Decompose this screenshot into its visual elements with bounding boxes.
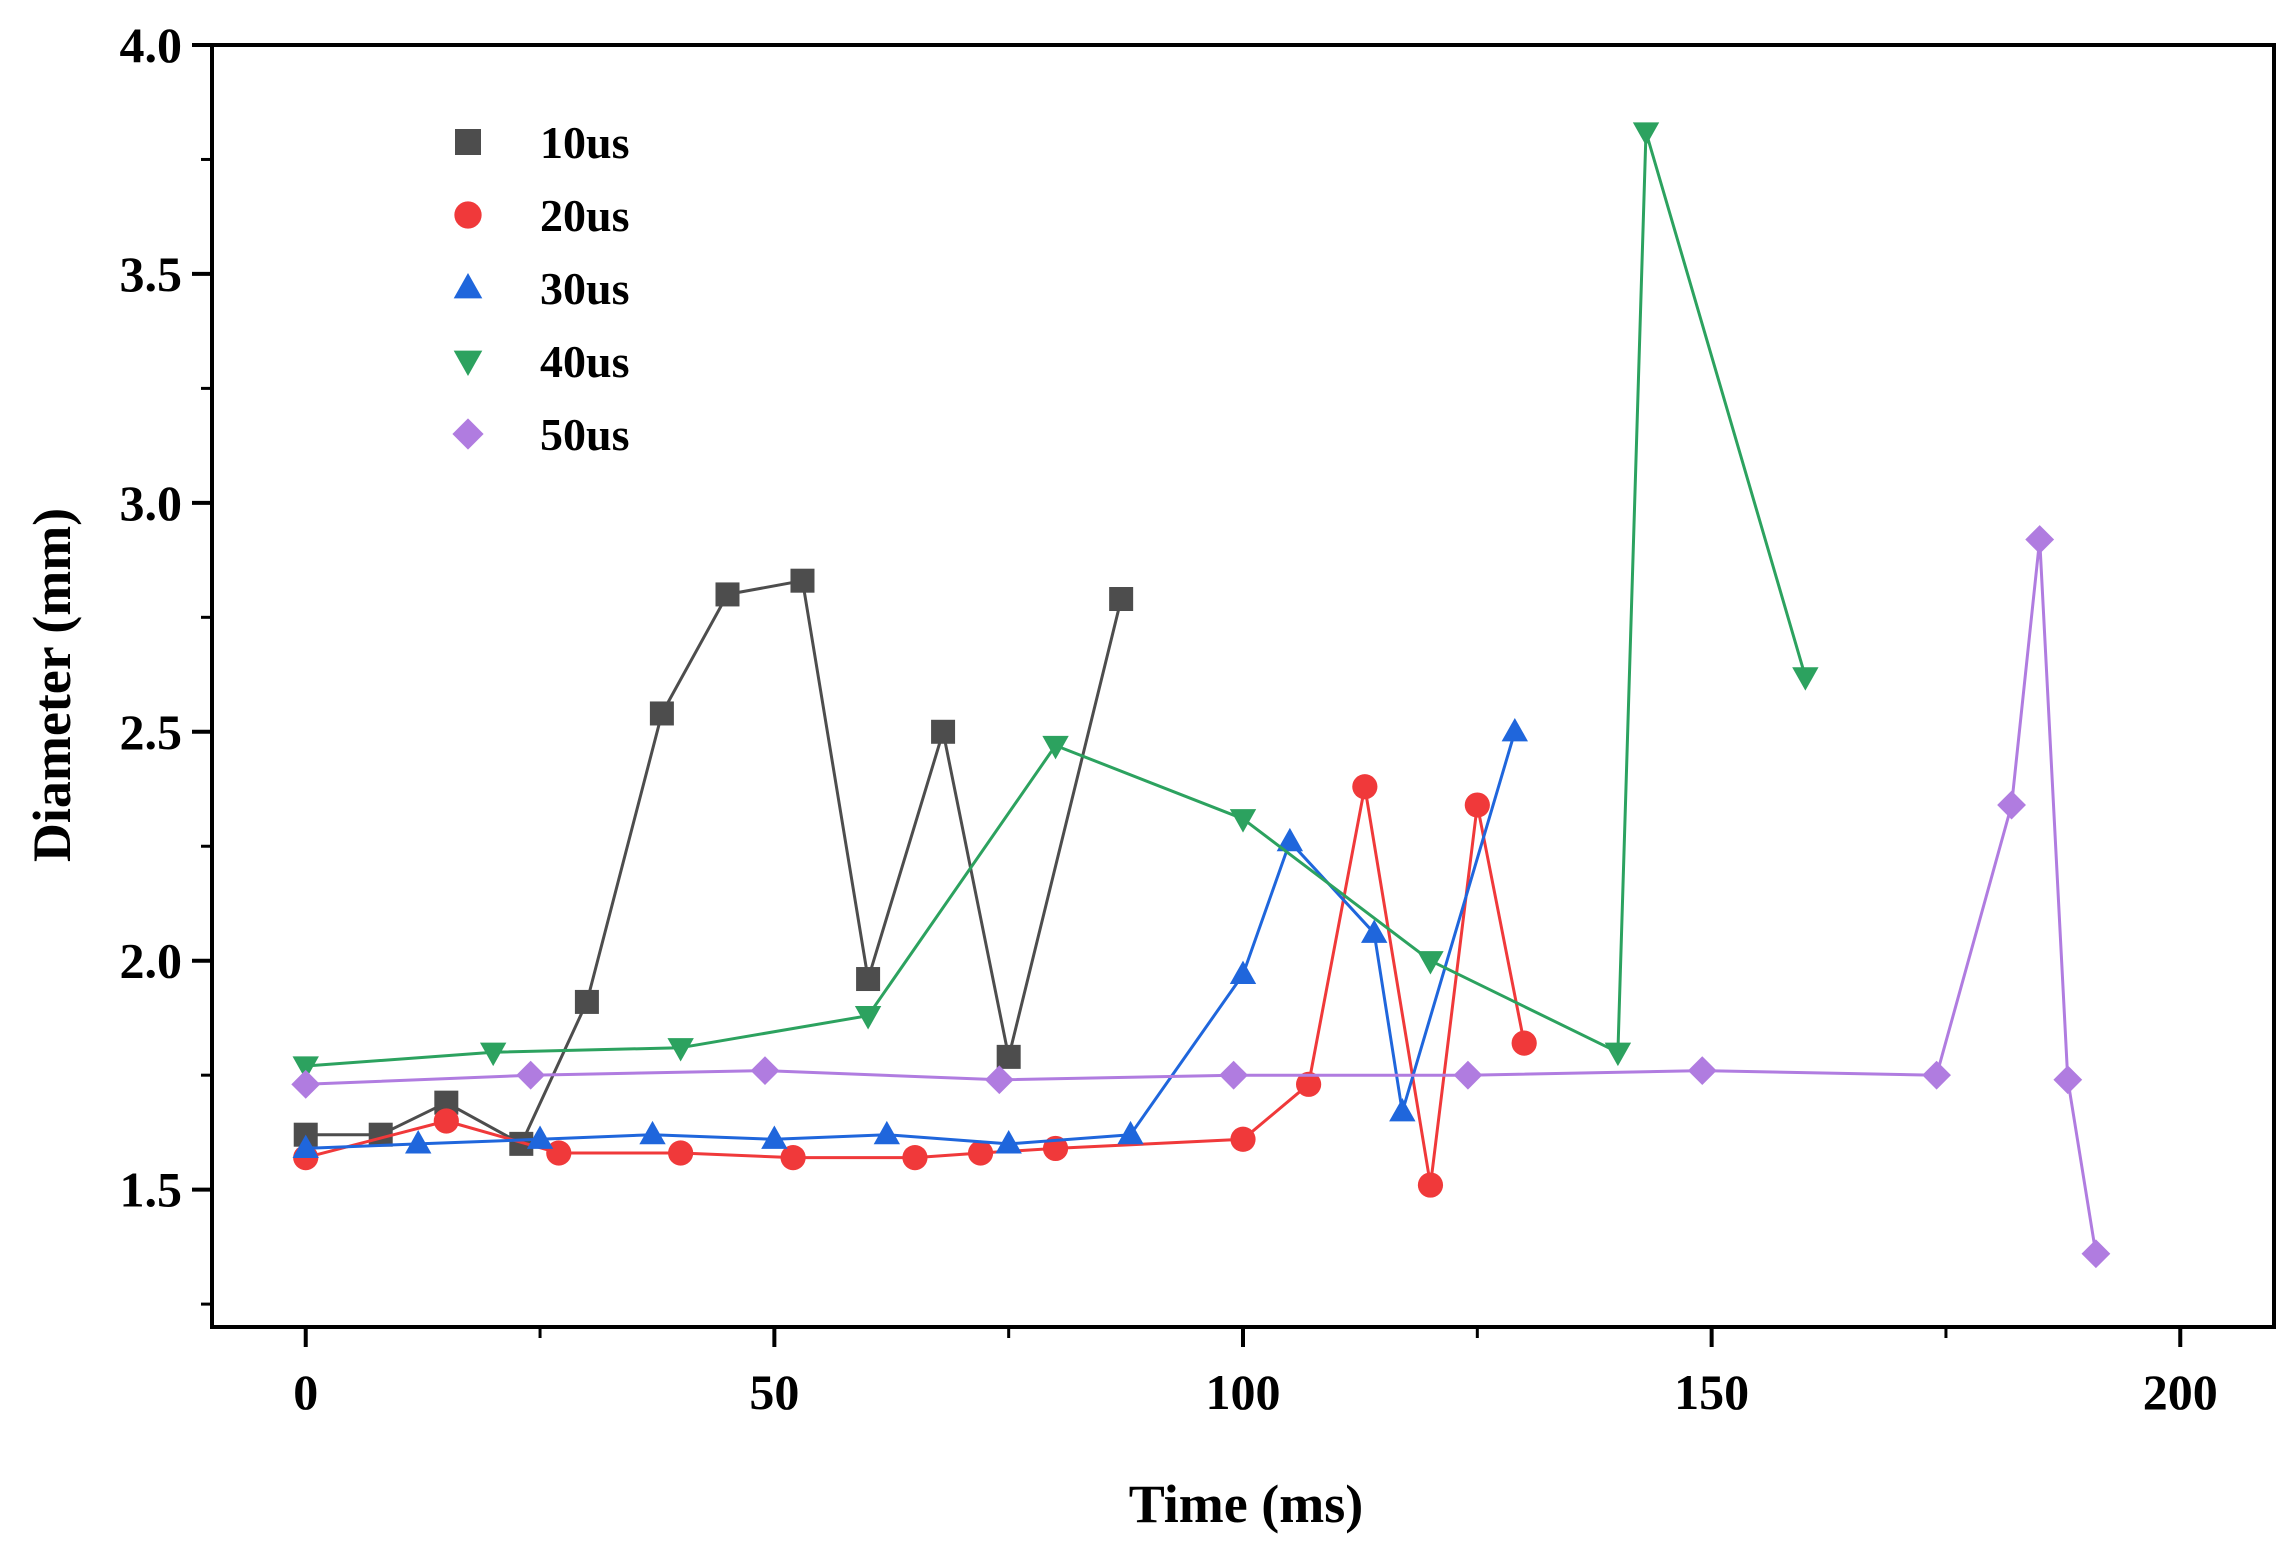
series-line-30us (305, 731, 1517, 1150)
data-point-50us-4 (1219, 1060, 1249, 1090)
series-layer (291, 122, 2111, 1269)
data-point-30us-6 (995, 1130, 1022, 1154)
series-20us (293, 774, 1537, 1198)
y-tick-label-4.0: 4.0 (120, 17, 183, 73)
data-point-50us-11 (2081, 1239, 2111, 1269)
x-tick-label-0: 0 (293, 1364, 318, 1420)
legend-marker-40us (453, 350, 483, 376)
data-point-50us-2 (750, 1056, 780, 1085)
data-point-10us-7 (790, 568, 815, 593)
data-point-50us-8 (1997, 790, 2026, 820)
legend-label-20us: 20us (540, 190, 629, 241)
data-point-50us-7 (1922, 1060, 1951, 1090)
series-line-40us (305, 130, 1807, 1068)
data-point-30us-11 (1389, 1098, 1416, 1122)
data-point-40us-6 (1417, 951, 1444, 975)
data-point-40us-8 (1632, 122, 1660, 146)
data-point-40us-4 (1042, 735, 1069, 760)
series-line-50us (305, 538, 2098, 1254)
x-tick-label-50: 50 (749, 1364, 799, 1420)
data-point-30us-4 (761, 1125, 788, 1149)
legend-label-40us: 40us (540, 336, 629, 387)
series-40us (292, 122, 1819, 1080)
data-point-10us-11 (1109, 587, 1134, 612)
data-point-10us-9 (931, 719, 956, 744)
data-point-20us-6 (967, 1140, 994, 1166)
series-10us (293, 568, 1134, 1156)
data-point-50us-1 (516, 1060, 546, 1090)
data-point-50us-0 (291, 1069, 321, 1099)
data-point-40us-1 (479, 1042, 507, 1067)
data-point-20us-3 (668, 1140, 694, 1166)
y-tick-label-1.5: 1.5 (120, 1162, 183, 1218)
data-point-20us-2 (546, 1140, 572, 1166)
data-point-30us-2 (526, 1125, 554, 1149)
y-tick-label-3.0: 3.0 (120, 475, 183, 531)
data-point-10us-5 (649, 701, 674, 726)
data-point-40us-0 (292, 1056, 319, 1080)
y-tick-label-2.5: 2.5 (120, 704, 183, 760)
data-point-50us-5 (1453, 1060, 1483, 1090)
data-point-30us-10 (1361, 919, 1388, 943)
x-tick-label-150: 150 (1674, 1364, 1749, 1420)
series-50us (291, 525, 2111, 1269)
axes-layer: 0 50 100 150 200 1.5 2.0 2.5 3.0 3.5 4.0 (120, 17, 2276, 1420)
data-point-50us-6 (1687, 1056, 1717, 1085)
data-point-20us-8 (1230, 1126, 1256, 1152)
data-point-40us-5 (1229, 809, 1257, 833)
x-axis-title: Time (ms) (1129, 1474, 1363, 1534)
data-point-30us-5 (873, 1120, 901, 1145)
data-point-50us-10 (2053, 1065, 2083, 1095)
legend-marker-30us (453, 273, 483, 299)
legend-label-10us: 10us (540, 117, 629, 168)
data-point-30us-7 (1117, 1120, 1144, 1145)
data-point-10us-4 (574, 989, 599, 1014)
data-point-30us-0 (292, 1134, 319, 1159)
data-point-10us-8 (856, 967, 881, 992)
data-point-50us-3 (984, 1065, 1014, 1095)
legend-label-50us: 50us (540, 409, 629, 460)
y-axis-title: Diameter (mm) (22, 508, 82, 862)
data-point-30us-8 (1229, 960, 1257, 985)
legend-label-30us: 30us (540, 263, 629, 314)
data-point-20us-4 (780, 1144, 806, 1171)
x-tick-label-100: 100 (1206, 1364, 1281, 1420)
x-tick-label-200: 200 (2143, 1364, 2218, 1420)
y-tick-label-3.5: 3.5 (120, 246, 183, 302)
data-point-20us-1 (433, 1108, 459, 1134)
legend-marker-10us (455, 129, 481, 155)
data-point-10us-10 (996, 1044, 1021, 1069)
data-point-20us-12 (1464, 792, 1490, 818)
data-point-20us-13 (1511, 1030, 1537, 1056)
data-point-50us-9 (2025, 525, 2055, 554)
data-point-40us-3 (854, 1006, 882, 1030)
data-point-20us-10 (1352, 774, 1378, 800)
data-point-30us-3 (639, 1120, 666, 1145)
legend: 10us 20us 30us 40us 50us (452, 117, 629, 460)
y-tick-label-2.0: 2.0 (120, 933, 183, 989)
data-point-40us-7 (1604, 1042, 1632, 1067)
data-point-40us-9 (1792, 667, 1819, 691)
data-point-30us-1 (405, 1130, 432, 1154)
data-point-30us-12 (1501, 717, 1529, 742)
data-point-20us-5 (902, 1144, 928, 1171)
data-point-20us-9 (1296, 1071, 1322, 1097)
data-point-20us-11 (1417, 1172, 1444, 1198)
series-30us (292, 717, 1529, 1159)
data-point-40us-2 (667, 1038, 694, 1062)
legend-marker-50us (452, 418, 484, 450)
data-point-10us-6 (715, 582, 740, 607)
data-point-30us-9 (1276, 827, 1304, 852)
legend-marker-20us (454, 201, 482, 229)
